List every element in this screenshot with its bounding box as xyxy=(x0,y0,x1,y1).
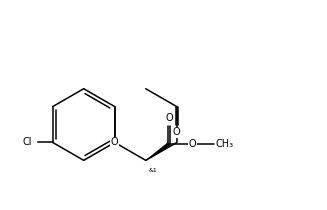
Text: &1: &1 xyxy=(148,168,157,173)
Text: O: O xyxy=(173,127,181,138)
Polygon shape xyxy=(146,142,170,160)
Text: CH₃: CH₃ xyxy=(215,139,233,149)
Text: O: O xyxy=(111,138,119,147)
Text: Cl: Cl xyxy=(22,138,32,147)
Text: O: O xyxy=(165,113,173,123)
Text: O: O xyxy=(189,139,197,149)
